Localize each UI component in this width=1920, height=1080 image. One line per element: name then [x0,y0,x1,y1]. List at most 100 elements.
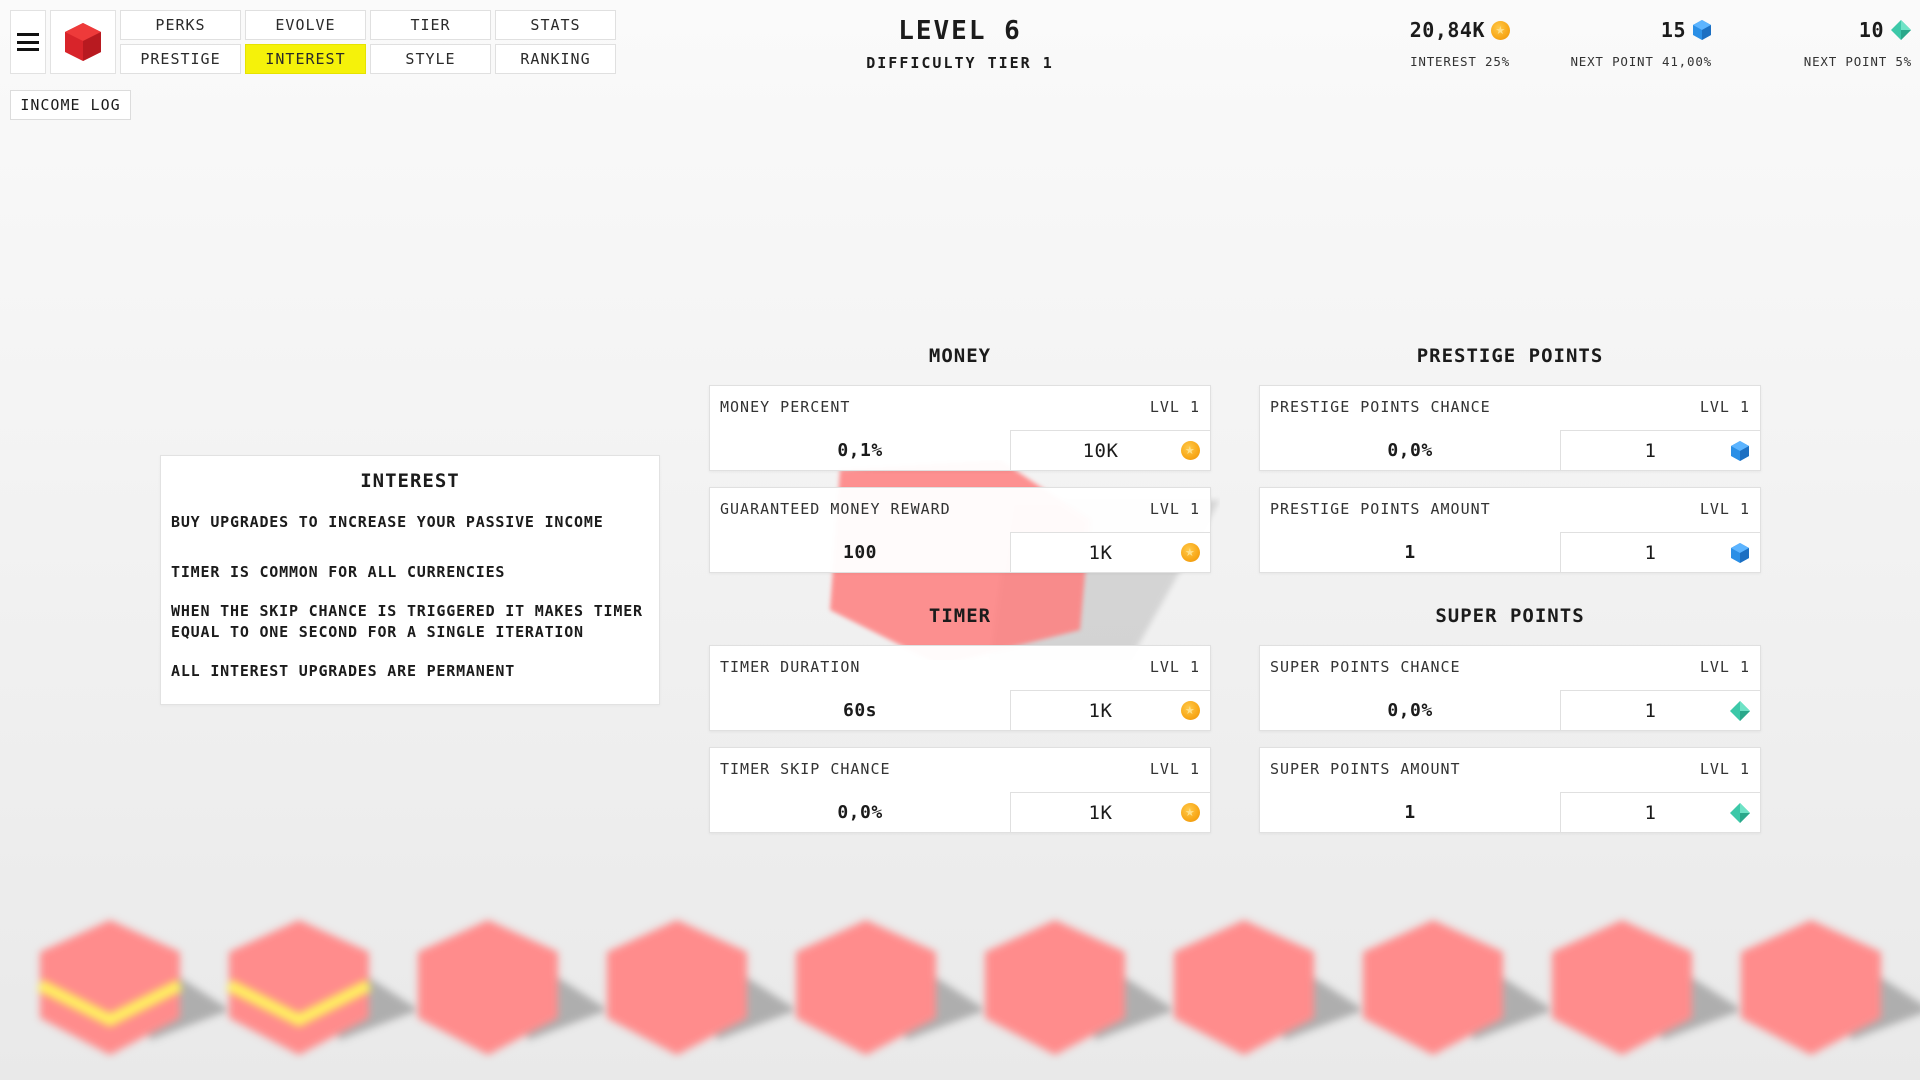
upgrade-label: GUARANTEED MONEY REWARD [720,500,951,518]
upgrade-value: 0,0% [1387,439,1433,461]
tab-interest[interactable]: INTEREST [245,44,366,74]
coin-icon [1180,441,1200,460]
coin-icon [1180,803,1200,822]
income-log-button[interactable]: INCOME LOG [10,90,131,120]
background-cube [1363,920,1553,1055]
coin-icon [1180,701,1200,720]
level-header: LEVEL 6 DIFFICULTY TIER 1 [760,16,1160,72]
super-counter: 10 NEXT POINT 5% [1804,18,1912,69]
info-title: INTEREST [360,470,460,492]
background-cube [226,920,419,1055]
upgrade-label: SUPER POINTS AMOUNT [1270,760,1461,778]
blue-hexagon-gem-icon [1731,440,1749,461]
upgrade-card: TIMER DURATION LVL 1 60s 1K [709,645,1211,731]
background-cube [1174,920,1364,1055]
upgrade-level: LVL 1 [1149,500,1200,518]
upgrade-level: LVL 1 [1699,658,1750,676]
upgrade-cost: 1 [1644,801,1657,824]
buy-upgrade-button[interactable]: 1 [1560,792,1760,832]
upgrade-level: LVL 1 [1149,398,1200,416]
upgrade-card: SUPER POINTS AMOUNT LVL 1 1 1 [1259,747,1761,833]
upgrade-value: 1 [1404,801,1416,823]
tab-prestige[interactable]: PRESTIGE [120,44,241,74]
teal-diamond-icon [1730,802,1750,823]
upgrade-value: 0,1% [837,439,883,461]
teal-diamond-icon [1730,700,1750,721]
upgrade-cost: 1K [1088,541,1113,564]
money-counter: 20,84K INTEREST 25% [1410,18,1510,69]
prestige-counter: 15 NEXT POINT 41,00% [1570,18,1712,69]
interest-info-panel: INTEREST BUY UPGRADES TO INCREASE YOUR P… [160,455,660,705]
prestige-next-point: NEXT POINT 41,00% [1570,54,1712,69]
main-nav: PERKS EVOLVE TIER STATS PRESTIGE INTEREST STYL… [120,10,616,74]
tab-perks[interactable]: PERKS [120,10,241,40]
interest-rate: INTEREST 25% [1410,54,1510,69]
background-cube [418,920,608,1055]
tab-stats[interactable]: STATS [495,10,616,40]
buy-upgrade-button[interactable]: 1 [1560,690,1760,730]
upgrade-value: 100 [842,541,877,563]
upgrade-label: PRESTIGE POINTS AMOUNT [1270,500,1491,518]
upgrade-cost: 1 [1644,439,1657,462]
upgrade-level: LVL 1 [1699,398,1750,416]
prestige-value: 15 [1660,18,1686,42]
tab-style[interactable]: STYLE [370,44,491,74]
upgrade-value: 1 [1404,541,1416,563]
upgrade-label: PRESTIGE POINTS CHANCE [1270,398,1491,416]
timer-section-title: TIMER [928,605,992,627]
upgrade-cost: 1K [1088,699,1113,722]
super-next-point: NEXT POINT 5% [1803,54,1912,69]
money-section-title: MONEY [928,345,992,367]
upgrade-cost: 10K [1082,439,1119,462]
info-line: BUY UPGRADES TO INCREASE YOUR PASSIVE IN… [171,513,604,531]
upgrade-card: GUARANTEED MONEY REWARD LVL 1 100 1K [709,487,1211,573]
level-title: LEVEL 6 [898,16,1022,46]
blue-hexagon-gem-icon [1693,20,1711,40]
info-line: WHEN THE SKIP CHANCE IS TRIGGERED IT MAK… [171,602,643,641]
blue-hexagon-gem-icon [1731,542,1749,563]
upgrade-cost: 1 [1644,699,1657,722]
upgrade-label: TIMER DURATION [720,658,861,676]
tab-ranking[interactable]: RANKING [495,44,616,74]
cube-logo-button[interactable] [50,10,116,74]
info-line: ALL INTEREST UPGRADES ARE PERMANENT [171,662,516,680]
prestige-section-title: PRESTIGE POINTS [1416,345,1604,367]
difficulty-tier: DIFFICULTY TIER 1 [866,54,1054,72]
background-cube [1741,920,1920,1055]
upgrade-cost: 1 [1644,541,1657,564]
upgrade-card: PRESTIGE POINTS CHANCE LVL 1 0,0% 1 [1259,385,1761,471]
super-value: 10 [1858,18,1884,42]
tab-evolve[interactable]: EVOLVE [245,10,366,40]
menu-button[interactable] [10,10,46,74]
upgrade-card: SUPER POINTS CHANCE LVL 1 0,0% 1 [1259,645,1761,731]
tab-tier[interactable]: TIER [370,10,491,40]
upgrade-label: TIMER SKIP CHANCE [720,760,891,778]
upgrade-card: PRESTIGE POINTS AMOUNT LVL 1 1 1 [1259,487,1761,573]
upgrade-card: TIMER SKIP CHANCE LVL 1 0,0% 1K [709,747,1211,833]
background-cube [1552,920,1742,1055]
teal-diamond-icon [1891,20,1911,40]
upgrade-level: LVL 1 [1149,760,1200,778]
red-cube-icon [65,23,101,61]
bottom-cube-row [37,920,1920,1055]
upgrade-cost: 1K [1088,801,1113,824]
upgrade-value: 0,0% [837,801,883,823]
background-cube [607,920,797,1055]
buy-upgrade-button[interactable]: 1 [1560,532,1760,572]
upgrade-level: LVL 1 [1149,658,1200,676]
buy-upgrade-button[interactable]: 1K [1010,532,1210,572]
coin-icon [1180,543,1200,562]
hamburger-icon [17,33,39,51]
upgrade-card: MONEY PERCENT LVL 1 0,1% 10K [709,385,1211,471]
background-cube [796,920,986,1055]
upgrade-value: 0,0% [1387,699,1433,721]
buy-upgrade-button[interactable]: 1K [1010,792,1210,832]
upgrade-level: LVL 1 [1699,760,1750,778]
background-cube [37,920,230,1055]
buy-upgrade-button[interactable]: 1K [1010,690,1210,730]
coin-icon [1491,20,1510,40]
upgrade-level: LVL 1 [1699,500,1750,518]
buy-upgrade-button[interactable]: 10K [1010,430,1210,470]
upgrade-value: 60s [842,699,877,721]
buy-upgrade-button[interactable]: 1 [1560,430,1760,470]
